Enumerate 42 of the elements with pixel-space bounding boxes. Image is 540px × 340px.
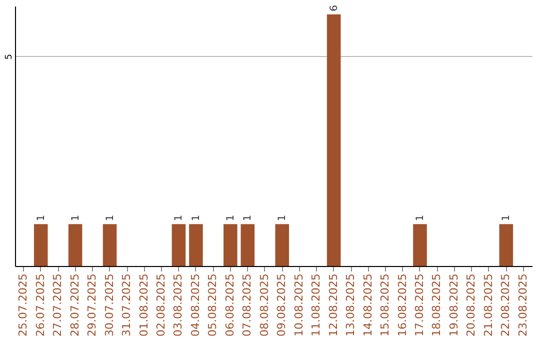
data-label: 1: [277, 214, 288, 222]
x-tick-label: 30.07.2025: [102, 274, 116, 336]
x-tick-label: 26.07.2025: [34, 274, 47, 336]
data-label: 1: [104, 214, 116, 222]
data-label: 1: [501, 214, 512, 222]
x-tick-label: 09.08.2025: [275, 274, 288, 336]
x-tick-label: 17.08.2025: [412, 274, 426, 336]
data-label: 1: [36, 214, 47, 222]
x-tick-label: 29.07.2025: [86, 274, 99, 336]
data-label: 6: [328, 5, 340, 12]
x-tick-label: 22.08.2025: [499, 274, 512, 336]
x-tick-label: 16.08.2025: [396, 274, 409, 336]
x-tick-label: 04.08.2025: [188, 274, 202, 336]
data-label: 1: [225, 214, 236, 222]
x-tick-label: 20.08.2025: [464, 274, 478, 336]
x-tick-label: 21.08.2025: [482, 274, 495, 336]
y-tick-label: 5: [4, 54, 14, 60]
data-label: 1: [174, 214, 185, 222]
x-tick-label: 25.07.2025: [16, 274, 30, 336]
x-tick-label: 12.08.2025: [326, 274, 340, 336]
x-tick-label: 19.08.2025: [447, 274, 460, 336]
x-tick-label: 14.08.2025: [361, 274, 374, 336]
x-tick-label: 13.08.2025: [344, 274, 358, 336]
x-tick-label: 10.08.2025: [292, 274, 306, 336]
x-tick-label: 01.08.2025: [137, 274, 150, 336]
x-tick-label: 11.08.2025: [310, 274, 323, 336]
data-label: 1: [70, 214, 82, 222]
x-tick-label: 28.07.2025: [68, 274, 82, 336]
x-tick-label: 27.07.2025: [51, 274, 64, 336]
x-tick-label: 06.08.2025: [223, 274, 236, 336]
x-tick-label: 31.07.2025: [120, 274, 134, 336]
x-tick-label: 08.08.2025: [258, 274, 271, 336]
x-tick-label: 15.08.2025: [378, 274, 392, 336]
data-label: 1: [242, 214, 254, 222]
x-tick-label: 23.08.2025: [516, 274, 530, 336]
data-label: 1: [414, 214, 426, 222]
x-tick-label: 03.08.2025: [172, 274, 185, 336]
x-tick-label: 07.08.2025: [240, 274, 254, 336]
x-tick-label: 02.08.2025: [154, 274, 168, 336]
x-tick-label: 05.08.2025: [206, 274, 220, 336]
data-label: 1: [190, 214, 202, 222]
x-tick-label: 18.08.2025: [430, 274, 444, 336]
